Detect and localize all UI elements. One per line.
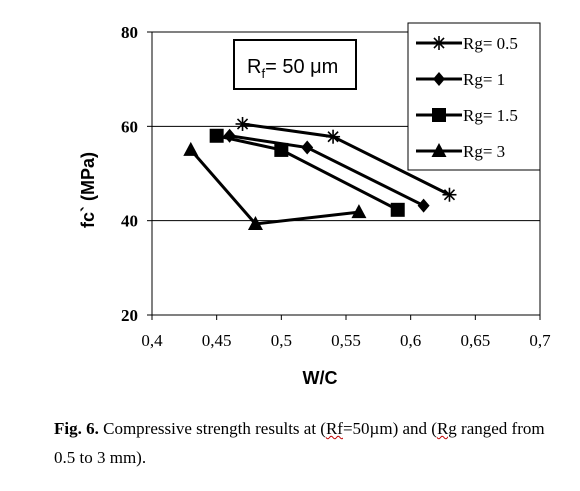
legend-entry: Rg= 1 [416, 70, 505, 89]
data-point-star [235, 116, 250, 131]
x-tick-label: 0,6 [400, 331, 421, 350]
annotation-text: Rf= 50 μm [247, 56, 338, 81]
legend-entry: Rg= 1.5 [416, 106, 518, 125]
x-tick-label: 0,65 [460, 331, 490, 350]
caption-text-3: ranged from 0.5 to 3 mm). [54, 419, 545, 467]
x-tick-label: 0,5 [271, 331, 292, 350]
legend-label: Rg= 1 [463, 70, 505, 89]
legend-entry: Rg= 3 [416, 142, 505, 161]
y-axis-label: fc` (MPa) [78, 152, 98, 228]
legend: Rg= 0.5 Rg= 1 Rg= 1.5 Rg= 3 [407, 22, 541, 171]
caption-fig-label: Fig. 6. [54, 419, 99, 438]
y-tick-label: 80 [121, 23, 138, 42]
legend-label: Rg= 1.5 [463, 106, 518, 125]
x-tick-label: 0,45 [202, 331, 232, 350]
caption-text-2: =50µm) and ( [342, 419, 437, 438]
series-square [209, 128, 405, 217]
data-point-star [442, 187, 457, 202]
data-point-star [432, 36, 446, 50]
chart: 20 40 60 80 0,4 0,45 0,5 0,55 0,6 0,65 0,7 Rf= 50 … [78, 22, 551, 388]
x-axis-label: W/C [303, 368, 338, 388]
data-point-square [274, 142, 289, 157]
legend-entry: Rg= 0.5 [416, 34, 518, 53]
caption-text-1: Compressive strength results at ( [98, 419, 326, 438]
caption-rg: Rg [436, 419, 457, 438]
legend-label: Rg= 3 [463, 142, 505, 161]
x-tick-label: 0,7 [529, 331, 551, 350]
figure-caption: Fig. 6. Compressive strength results at … [54, 414, 554, 472]
data-point-square [432, 108, 446, 122]
data-point-triangle [431, 143, 447, 157]
data-point-star [326, 129, 341, 144]
data-point-square [209, 128, 224, 143]
data-point-square [390, 202, 405, 217]
series-star [235, 116, 457, 202]
x-tick-label: 0,55 [331, 331, 361, 350]
annotation-box: Rf= 50 μm [233, 39, 357, 90]
y-tick-label: 20 [121, 306, 138, 325]
y-tick-label: 40 [121, 212, 138, 231]
data-point-diamond [433, 72, 445, 86]
legend-label: Rg= 0.5 [463, 34, 518, 53]
caption-rf: Rf [325, 419, 343, 438]
data-point-diamond [417, 198, 430, 213]
data-point-diamond [301, 140, 314, 155]
data-point-triangle [183, 141, 199, 156]
data-point-triangle [247, 215, 263, 230]
data-point-triangle [351, 204, 367, 219]
x-tick-label: 0,4 [141, 331, 163, 350]
series-triangle [183, 141, 367, 230]
y-tick-label: 60 [121, 117, 138, 136]
